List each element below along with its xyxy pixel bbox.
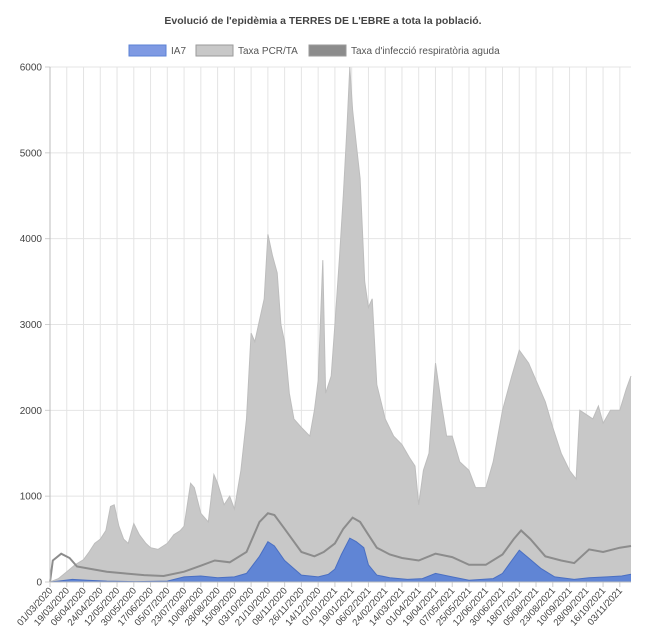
- series-outline-taxa-pcr-ta: [49, 66, 632, 583]
- chart-title: Evolució de l'epidèmia a TERRES DE L'EBR…: [164, 15, 482, 27]
- legend-swatch[interactable]: [195, 44, 234, 57]
- y-tick-label: 2000: [20, 406, 43, 417]
- y-tick-label: 5000: [20, 148, 43, 159]
- legend-label[interactable]: Taxa PCR/TA: [238, 46, 298, 57]
- y-tick-label: 0: [36, 578, 42, 589]
- y-tick-label: 4000: [20, 234, 43, 245]
- y-tick-label: 3000: [20, 320, 43, 331]
- legend-swatch[interactable]: [128, 44, 167, 57]
- series-line-taxa-d-infecci-respirat-ria-aguda: [49, 512, 632, 583]
- y-tick-label: 1000: [20, 492, 43, 503]
- series-outline-ia7: [49, 537, 632, 583]
- series-layer: [49, 66, 632, 583]
- legend-label[interactable]: Taxa d'infecció respiratòria aguda: [351, 46, 500, 57]
- series-area-ia7: [50, 538, 631, 582]
- legend[interactable]: IA7 Taxa PCR/TA Taxa d'infecció respiratòr…: [128, 44, 500, 57]
- legend-label[interactable]: IA7: [171, 46, 186, 57]
- series-area-taxa-pcr-ta: [50, 67, 631, 582]
- y-tick-label: 6000: [20, 63, 43, 74]
- legend-swatch[interactable]: [308, 44, 347, 57]
